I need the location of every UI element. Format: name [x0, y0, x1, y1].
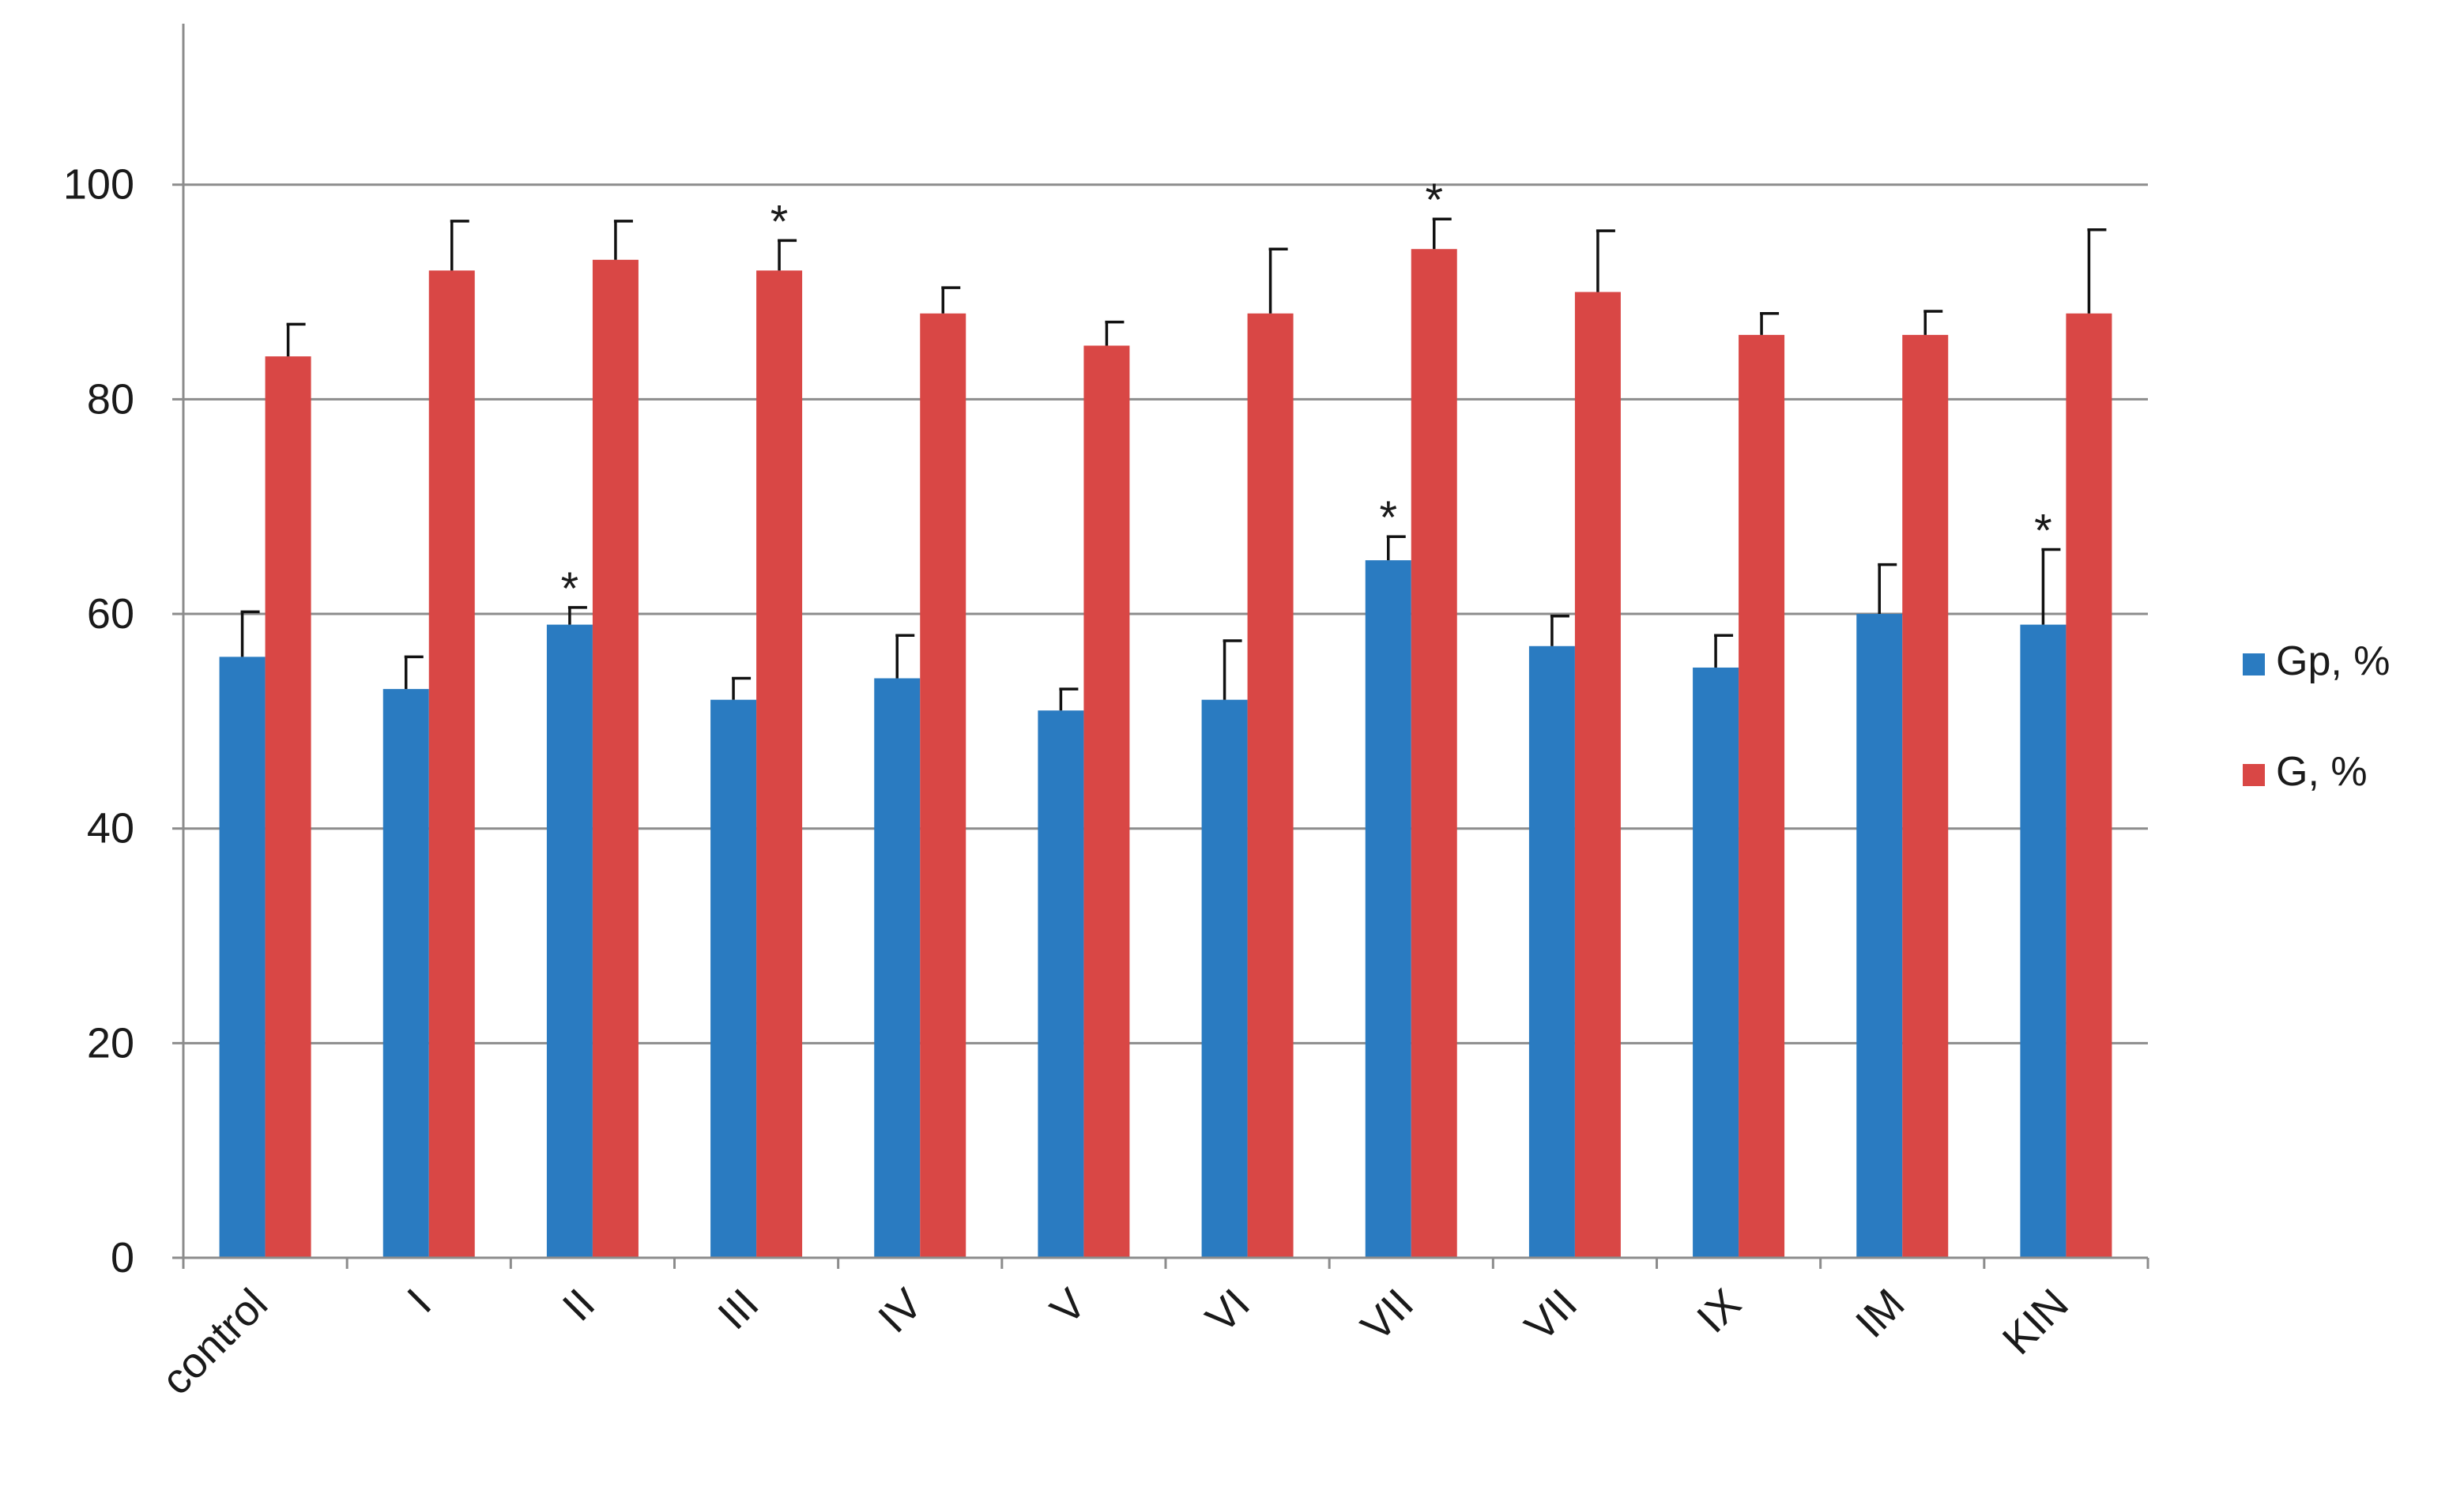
bar-gp-8 — [1528, 645, 1575, 1258]
x-tick-label: control — [153, 1280, 277, 1404]
y-tick-label: 20 — [87, 1019, 134, 1067]
x-tick-label: VII — [1516, 1280, 1586, 1350]
bar-g-7 — [1411, 249, 1457, 1259]
x-tick-label: KIN — [1994, 1280, 2078, 1364]
x-tick-label: IV — [869, 1280, 932, 1342]
bar-g-1 — [428, 270, 475, 1258]
legend-label-gp: Gp, % — [2276, 638, 2391, 684]
significance-marker: * — [2034, 506, 2052, 557]
bar-g-8 — [1574, 292, 1621, 1259]
bar-gp-5 — [1038, 710, 1084, 1258]
bar-gp-9 — [1693, 667, 1739, 1258]
significance-marker: * — [1379, 492, 1397, 544]
legend-label-g: G, % — [2276, 749, 2368, 795]
x-tick-label: IM — [1847, 1280, 1914, 1347]
legend-swatch-g — [2243, 764, 2265, 786]
legend: Gp, % G, % — [2243, 638, 2391, 795]
bar-gp-1 — [382, 689, 429, 1258]
x-tick-label: III — [709, 1280, 767, 1338]
bar-gp-6 — [1201, 699, 1248, 1258]
y-tick-label: 40 — [87, 805, 134, 852]
x-tick-label: II — [554, 1280, 605, 1330]
bar-gp-11 — [2020, 624, 2067, 1258]
bar-g-5 — [1083, 345, 1130, 1258]
bar-gp-4 — [874, 678, 921, 1258]
y-tick-label: 100 — [63, 161, 134, 209]
bar-gp-3 — [710, 699, 757, 1258]
bar-g-3 — [756, 270, 803, 1258]
x-tick-label: I — [398, 1280, 440, 1322]
bar-g-10 — [1902, 334, 1949, 1259]
bar-gp-7 — [1365, 560, 1411, 1258]
y-tick-label: 60 — [87, 590, 134, 638]
legend-swatch-gp — [2243, 653, 2265, 675]
significance-marker: * — [1425, 175, 1443, 226]
x-tick-label: VII — [1352, 1280, 1422, 1350]
bar-gp-2 — [546, 624, 593, 1258]
y-tick-label: 80 — [87, 375, 134, 423]
x-tick-label: V — [1042, 1280, 1095, 1334]
bar-g-2 — [592, 259, 639, 1258]
gridlines — [183, 183, 2148, 1044]
significance-marker: * — [770, 196, 789, 247]
x-tick-label: IX — [1688, 1280, 1750, 1342]
y-tick-label: 0 — [111, 1234, 134, 1281]
bar-gp-0 — [219, 657, 266, 1258]
bar-g-6 — [1247, 313, 1294, 1258]
bar-gp-10 — [1856, 614, 1903, 1258]
bar-g-0 — [265, 356, 311, 1258]
significance-marker: * — [561, 563, 579, 615]
x-tick-labels: control I II III IV V VI VII VII IX IM KIN — [153, 1280, 2078, 1404]
axes — [172, 24, 2149, 1269]
y-tick-labels: 0 20 40 60 80 100 — [63, 161, 134, 1281]
bars: * * * * * — [219, 175, 2112, 1259]
bar-g-4 — [920, 313, 966, 1258]
bar-g-11 — [2066, 313, 2112, 1258]
x-tick-label: VI — [1197, 1280, 1260, 1342]
bar-g-9 — [1739, 334, 1785, 1259]
